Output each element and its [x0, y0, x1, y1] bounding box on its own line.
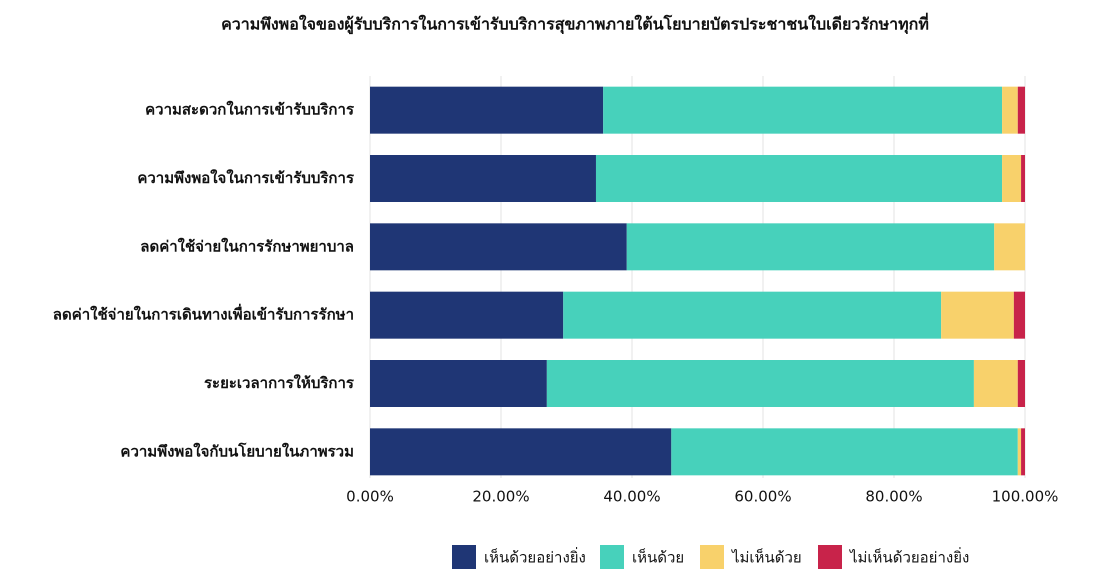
bar-segment [370, 360, 547, 407]
legend-label: เห็นด้วยอย่างยิ่ง [484, 547, 586, 567]
bar-segment [1017, 86, 1025, 134]
y-tick-label: ระยะเวลาการให้บริการ [204, 374, 355, 392]
bar-segment [1002, 155, 1022, 202]
y-tick-label: ความพึงพอใจกับนโยบายในภาพรวม [120, 441, 354, 460]
x-tick-label: 80.00% [865, 488, 922, 506]
bar-segment [1017, 428, 1022, 476]
bar-segment [370, 86, 604, 134]
bar-segment [994, 223, 1025, 271]
legend-swatch [818, 545, 842, 569]
bar-segment [1021, 428, 1025, 476]
legend-swatch [700, 545, 724, 569]
x-tick-label: 40.00% [603, 488, 660, 506]
bar-segment [973, 360, 1018, 407]
bar-segment [595, 155, 1003, 202]
bar-segment [370, 155, 596, 202]
bar-segment [1017, 360, 1025, 407]
bar-segment [603, 86, 1003, 134]
bar-segment [626, 223, 995, 271]
y-tick-label: ลดค่าใช้จ่ายในการเดินทางเพื่อเข้ารับการร… [53, 304, 354, 324]
x-tick-label: 0.00% [346, 488, 394, 506]
bar-segment [563, 291, 942, 339]
chart-title: ความพึงพอใจของผู้รับบริการในการเข้ารับบร… [221, 13, 929, 36]
x-tick-label: 60.00% [734, 488, 791, 506]
bar-segment [1013, 291, 1025, 339]
bar-segment [671, 428, 1018, 476]
legend-label: ไม่เห็นด้วยอย่างยิ่ง [849, 547, 969, 567]
bar-segment [370, 223, 627, 271]
bar-segment [546, 360, 974, 407]
legend-label: เห็นด้วย [632, 548, 684, 567]
legend-swatch [452, 545, 476, 569]
legend-label: ไม่เห็นด้วย [731, 548, 802, 567]
y-tick-label: ความพึงพอใจในการเข้ารับบริการ [137, 169, 355, 187]
bar-segment [370, 428, 672, 476]
x-tick-label: 20.00% [472, 488, 529, 506]
bar-segment [1002, 86, 1018, 134]
y-tick-label: ความสะดวกในการเข้ารับบริการ [145, 101, 355, 119]
legend-swatch [600, 545, 624, 569]
y-tick-label: ลดค่าใช้จ่ายในการรักษาพยาบาล [140, 237, 354, 255]
bar-segment [941, 291, 1014, 339]
x-tick-label: 100.00% [992, 488, 1059, 506]
bar-segment [1021, 155, 1025, 202]
bar-segment [370, 291, 564, 339]
